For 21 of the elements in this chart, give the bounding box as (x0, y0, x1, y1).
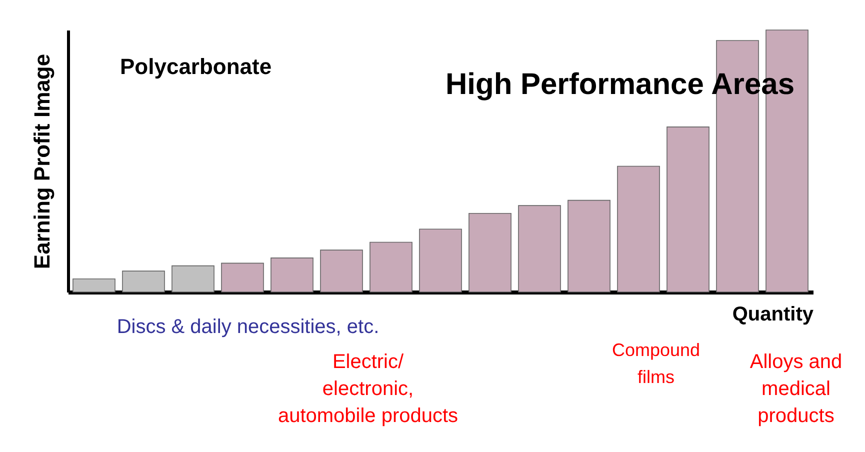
annotation: High Performance Areas (445, 68, 795, 101)
bar (122, 270, 165, 292)
bar (270, 258, 314, 292)
bar (666, 126, 710, 292)
bar (221, 262, 264, 292)
text: Alloys and medical products (750, 351, 842, 427)
bar (320, 250, 363, 292)
text: Polycarbonate (120, 54, 272, 79)
bar (568, 200, 610, 292)
x-axis-title: Quantity (732, 304, 814, 326)
bar (72, 278, 116, 292)
y-axis-title: Earning Profit Image (30, 54, 54, 270)
bar (617, 166, 660, 292)
bar (370, 242, 412, 292)
bar (419, 228, 462, 292)
bar (172, 265, 214, 292)
text: Discs & daily necessities, etc. (116, 316, 380, 338)
bar (468, 213, 512, 292)
text: Electric/ electronic, automobile products (278, 351, 458, 427)
text: Compound films (612, 340, 700, 387)
bar (518, 205, 561, 292)
